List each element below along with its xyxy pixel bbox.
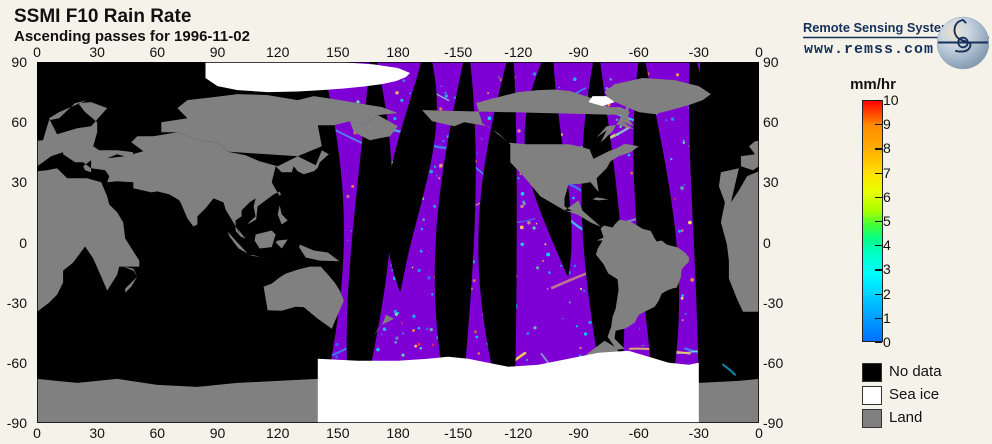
svg-text:Remote Sensing Systems: Remote Sensing Systems	[803, 20, 959, 35]
svg-text:www.remss.com: www.remss.com	[804, 41, 934, 58]
